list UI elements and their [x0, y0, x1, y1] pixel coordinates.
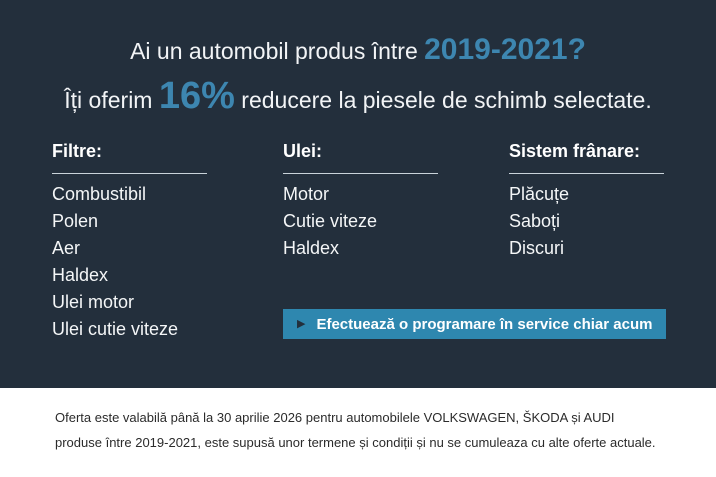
headline-line2-suffix: reducere la piesele de schimb selectate. — [234, 87, 652, 113]
list-item: Ulei cutie viteze — [52, 319, 179, 339]
headline: Ai un automobil produs între 2019-2021? … — [0, 30, 716, 123]
headline-line1: Ai un automobil produs între 2019-2021? — [0, 30, 716, 71]
list-item: Cutie viteze — [283, 211, 378, 231]
column-filters-list: Combustibil Polen Aer Haldex Ulei motor … — [52, 181, 207, 343]
list-item: Combustibil — [52, 184, 147, 204]
headline-line2: Îți oferim 16% reducere la piesele de sc… — [0, 73, 716, 123]
column-oil-divider — [283, 173, 438, 174]
headline-year-range: 2019-2021? — [424, 33, 586, 66]
column-filters-title: Filtre: — [52, 141, 103, 161]
column-oil-title: Ulei: — [283, 141, 323, 161]
list-item: Discuri — [509, 238, 565, 258]
column-oil-list: Motor Cutie viteze Haldex — [283, 181, 438, 262]
list-item: Polen — [52, 211, 99, 231]
column-braking-system-divider — [509, 173, 664, 174]
footer-disclaimer: Oferta este valabilă până la 30 aprilie … — [0, 388, 716, 477]
cta-label: Efectuează o programare în service chiar… — [316, 315, 653, 333]
column-oil: Ulei: Motor Cutie viteze Haldex — [283, 140, 438, 262]
disclaimer-line2: produse între 2019-2021, este supusă uno… — [55, 435, 656, 450]
cta-schedule-service-button[interactable]: ▶ Efectuează o programare în service chi… — [283, 309, 666, 339]
column-filters-divider — [52, 173, 207, 174]
discount-percentage: 16% — [158, 75, 235, 117]
list-item: Ulei motor — [52, 292, 135, 312]
column-braking-system: Sistem frânare: Plăcuțe Saboți Discuri — [509, 140, 664, 262]
headline-line2-prefix: Îți oferim — [64, 87, 159, 113]
promo-panel: Ai un automobil produs între 2019-2021? … — [0, 0, 716, 388]
list-item: Haldex — [52, 265, 109, 285]
list-item: Plăcuțe — [509, 184, 570, 204]
list-item: Motor — [283, 184, 330, 204]
column-filters: Filtre: Combustibil Polen Aer Haldex Ule… — [52, 140, 207, 343]
list-item: Haldex — [283, 238, 340, 258]
headline-line1-text: Ai un automobil produs între — [130, 38, 425, 64]
disclaimer-line1: Oferta este valabilă până la 30 aprilie … — [55, 410, 615, 425]
disclaimer-text: Oferta este valabilă până la 30 aprilie … — [55, 405, 656, 455]
list-item: Saboți — [509, 211, 561, 231]
column-braking-system-title: Sistem frânare: — [509, 141, 641, 161]
list-item: Aer — [52, 238, 81, 258]
play-arrow-icon: ▶ — [297, 317, 306, 330]
column-braking-system-list: Plăcuțe Saboți Discuri — [509, 181, 664, 262]
